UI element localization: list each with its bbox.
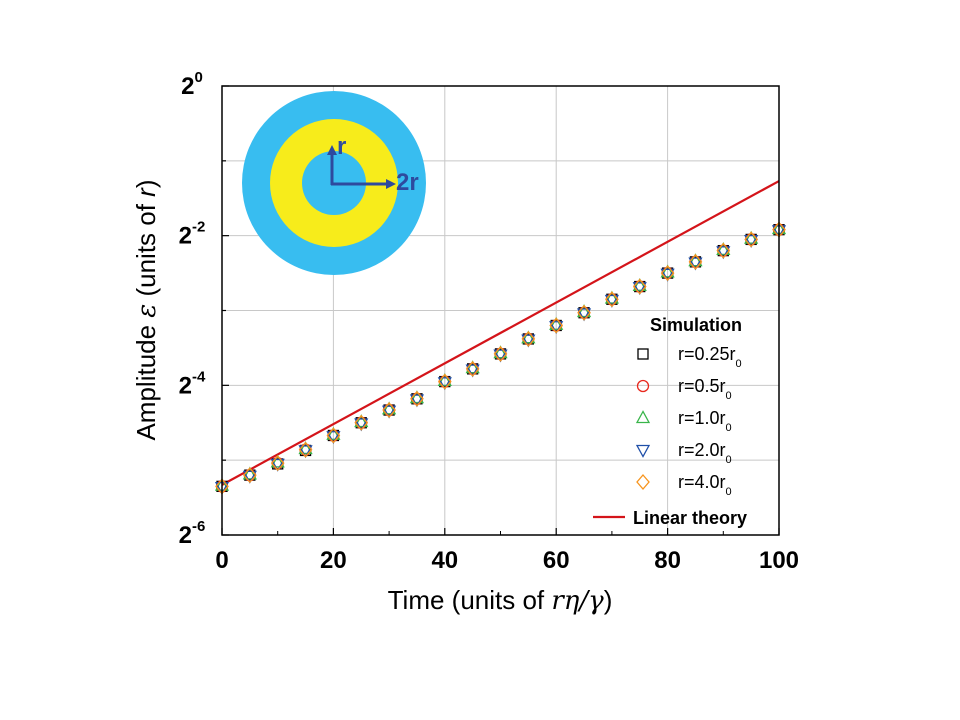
data-point-diamond [549, 317, 564, 334]
inset-diagram: r 2r [242, 91, 426, 275]
data-point-triangle-down [576, 308, 592, 322]
data-point-triangle-up [382, 401, 397, 415]
data-point-triangle-up [465, 360, 480, 374]
legend-theory-label: Linear theory [633, 508, 747, 528]
data-point-diamond [382, 402, 396, 419]
x-tick-label: 100 [759, 547, 799, 574]
data-point-triangle-up [549, 316, 564, 330]
inset-label-r: r [337, 133, 346, 160]
data-point-triangle-down [382, 405, 397, 419]
data-point-triangle-up [576, 304, 592, 318]
data-point-triangle-up [242, 466, 257, 480]
data-point-triangle-down [298, 445, 313, 459]
data-point-diamond [716, 242, 731, 259]
data-point-diamond [605, 291, 619, 308]
data-point-diamond [632, 278, 647, 295]
legend-marker-circle [636, 379, 650, 393]
x-axis-label: Time (units of rη/γ) [388, 585, 613, 616]
legend-marker-triangle-up [635, 410, 651, 424]
data-point-diamond [298, 441, 313, 458]
data-point-diamond [688, 253, 703, 270]
y-tick-label: 2-2 [179, 219, 206, 250]
data-point-triangle-up [270, 454, 285, 468]
legend-label: r=4.0r0 [678, 472, 732, 498]
legend-marker-diamond [636, 474, 650, 490]
x-tick-label: 0 [215, 547, 228, 574]
data-point-triangle-up [604, 290, 619, 304]
data-point-diamond [521, 330, 536, 347]
data-point-triangle-up [660, 264, 675, 278]
data-point-triangle-down [660, 268, 675, 282]
data-point-triangle-down [354, 418, 369, 432]
x-tick-label: 40 [431, 547, 458, 574]
data-point-triangle-up [716, 242, 731, 256]
data-point-diamond [660, 265, 675, 282]
data-point-triangle-down [716, 246, 731, 260]
data-point-triangle-down [744, 235, 759, 249]
legend-label: r=2.0r0 [678, 440, 732, 466]
inset-arrowhead-r [327, 145, 337, 155]
data-point-diamond [242, 467, 257, 484]
inset-label-2r: 2r [396, 169, 419, 196]
data-point-triangle-up [409, 390, 425, 404]
x-tick-label: 20 [320, 547, 347, 574]
data-point-diamond [437, 373, 452, 390]
y-tick-label: 20 [181, 69, 203, 100]
data-point-triangle-down [270, 458, 285, 472]
y-tick-label: 2-4 [179, 368, 206, 399]
data-point-triangle-down [493, 349, 508, 363]
legend-title: Simulation [650, 315, 742, 335]
data-point-diamond [270, 455, 285, 472]
inset-arrowhead-2r [386, 179, 396, 189]
data-point-triangle-down [604, 294, 619, 308]
legend-marker-square [637, 348, 649, 360]
theory-layer [221, 180, 780, 486]
data-point-triangle-down [549, 321, 564, 335]
data-point-triangle-up [298, 441, 313, 455]
data-point-triangle-up [632, 277, 647, 291]
data-point-diamond [354, 414, 369, 431]
legend-label: r=1.0r0 [678, 408, 732, 434]
data-point-triangle-down [242, 470, 257, 484]
data-point-diamond [577, 304, 591, 321]
x-tick-label: 60 [543, 547, 570, 574]
data-point-triangle-up [437, 372, 452, 386]
data-point-triangle-down [688, 257, 703, 271]
data-point-triangle-up [521, 330, 536, 344]
data-point-triangle-up [326, 426, 341, 440]
data-point-triangle-down [521, 334, 536, 348]
data-point-triangle-down [409, 394, 425, 408]
data-point-triangle-down [326, 431, 341, 445]
data-point-triangle-up [354, 414, 369, 428]
legend-label: r=0.5r0 [678, 376, 732, 402]
data-point-triangle-down [632, 282, 647, 296]
data-point-diamond [326, 427, 341, 444]
legend: Simulation r=0.25r0 r=0.5r0 r=1.0r0 r=2.0r0… [593, 315, 747, 528]
data-point-triangle-up [744, 230, 759, 244]
data-point-triangle-up [688, 253, 703, 267]
axis-ticks [221, 85, 780, 536]
data-point-diamond [493, 345, 508, 362]
data-point-diamond [410, 390, 424, 407]
data-point-diamond [744, 231, 759, 248]
tick-labels: 0 20 40 60 80 100 2-6 2-4 2-2 20 [179, 69, 799, 574]
y-axis-label: Amplitude ε (units of r) [131, 179, 162, 440]
data-point-diamond [465, 360, 480, 377]
legend-label: r=0.25r0 [678, 344, 742, 370]
y-tick-label: 2-6 [179, 518, 206, 549]
theory-line [221, 180, 780, 486]
data-point-triangle-down [465, 364, 480, 378]
x-tick-label: 80 [654, 547, 681, 574]
data-point-triangle-up [493, 345, 508, 359]
legend-marker-triangle-down [635, 444, 651, 458]
data-point-triangle-down [437, 377, 452, 391]
